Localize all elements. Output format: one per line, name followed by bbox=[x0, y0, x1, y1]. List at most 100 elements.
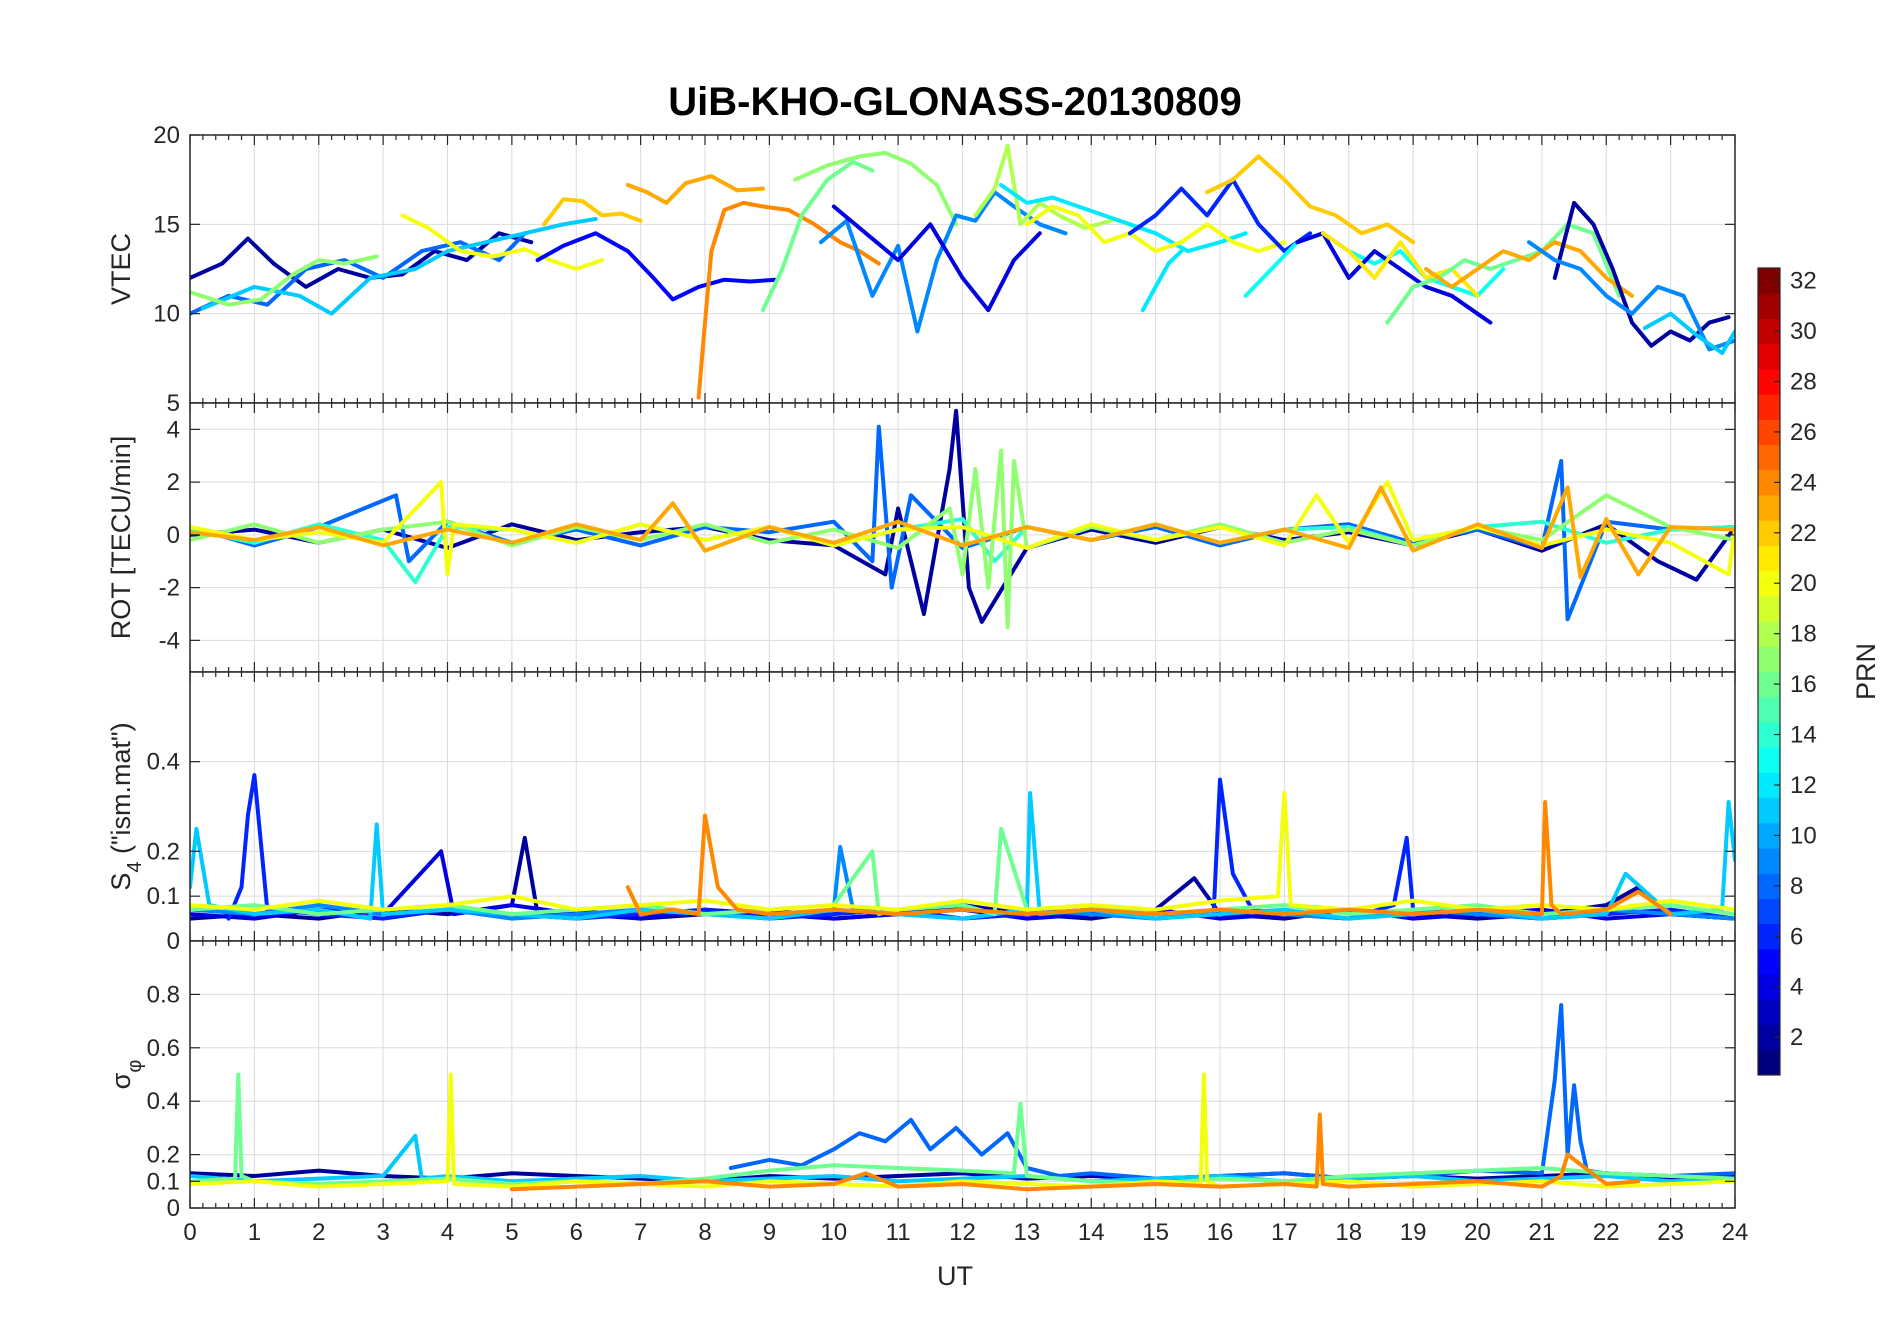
y-axis-label: S4 ("ism.mat") bbox=[106, 722, 146, 890]
x-tick-label: 7 bbox=[634, 1219, 647, 1246]
colorbar-segment bbox=[1758, 368, 1780, 395]
colorbar-segment bbox=[1758, 545, 1780, 572]
series-line-prn-13 bbox=[1243, 231, 1506, 298]
colorbar-segment bbox=[1758, 570, 1780, 597]
y-axis-label: VTEC bbox=[106, 233, 136, 305]
colorbar-tick-label: 6 bbox=[1790, 923, 1803, 950]
colorbar-segment bbox=[1758, 444, 1780, 471]
x-tick-label: 3 bbox=[376, 1219, 389, 1246]
y-tick-label: 0.4 bbox=[147, 1088, 180, 1115]
series-line-prn-20 bbox=[190, 791, 1735, 912]
x-tick-label: 4 bbox=[441, 1219, 454, 1246]
series-line-prn-12 bbox=[999, 183, 1248, 254]
colorbar-segment bbox=[1758, 772, 1780, 799]
x-ticks bbox=[189, 403, 1736, 672]
colorbar-segment bbox=[1758, 898, 1780, 925]
x-ticks bbox=[189, 672, 1736, 941]
series-line-prn-4 bbox=[831, 204, 1042, 313]
colorbar-segment bbox=[1758, 999, 1780, 1026]
y-tick-label: 0.2 bbox=[147, 1142, 180, 1169]
series-line-prn-23 bbox=[1424, 240, 1634, 298]
series-line-prn-16 bbox=[190, 1072, 1735, 1186]
chart-title: UiB-KHO-GLONASS-20130809 bbox=[668, 80, 1242, 124]
x-tick-label: 22 bbox=[1593, 1219, 1620, 1246]
colorbar-tick-label: 26 bbox=[1790, 419, 1817, 446]
series-line-prn-11 bbox=[190, 1133, 1735, 1184]
colorbar-segment bbox=[1758, 948, 1780, 975]
series-group bbox=[190, 408, 1735, 630]
x-ticks bbox=[189, 941, 1736, 1208]
series-line-prn-17 bbox=[793, 150, 959, 227]
colorbar-segment bbox=[1758, 873, 1780, 899]
series-line-prn-17 bbox=[190, 448, 1735, 630]
series-group bbox=[190, 1003, 1735, 1192]
series-line-prn-4 bbox=[1295, 231, 1493, 325]
colorbar-segment bbox=[1758, 595, 1780, 622]
series-line-prn-16 bbox=[1385, 222, 1622, 325]
x-tick-label: 5 bbox=[505, 1219, 518, 1246]
x-ticks bbox=[189, 135, 1736, 403]
colorbar-segment bbox=[1758, 318, 1780, 345]
colorbar-tick-label: 28 bbox=[1790, 368, 1817, 395]
colorbar-tick-label: 24 bbox=[1790, 469, 1817, 496]
series-line-prn-6 bbox=[1127, 177, 1313, 254]
series-line-prn-11 bbox=[1642, 311, 1735, 355]
panel-3: 0 0.1 0.2 0.4S4 ("ism.mat") bbox=[106, 671, 1736, 955]
y-tick-label: -2 bbox=[159, 575, 180, 602]
x-tick-label: 18 bbox=[1335, 1219, 1362, 1246]
colorbar-tick-label: 32 bbox=[1790, 268, 1817, 295]
panel-2: -4 -2 0 2 4 ROT [TECU/min] bbox=[106, 402, 1736, 673]
series-line-prn-9 bbox=[1527, 240, 1735, 352]
colorbar-segment bbox=[1758, 721, 1780, 748]
colorbar-segment bbox=[1758, 822, 1780, 849]
x-tick-label: 14 bbox=[1078, 1219, 1105, 1246]
y-tick-label: -4 bbox=[159, 627, 180, 654]
series-line-prn-24 bbox=[625, 800, 1673, 917]
colorbar-tick-label: 20 bbox=[1790, 570, 1817, 597]
x-tick-label: 1 bbox=[248, 1219, 261, 1246]
x-tick-label: 2 bbox=[312, 1219, 325, 1246]
series-line-prn-16 bbox=[760, 159, 875, 313]
y-tick-label: 0 bbox=[167, 928, 180, 955]
colorbar-segment bbox=[1758, 848, 1780, 874]
colorbar-segment bbox=[1758, 419, 1780, 446]
colorbar-tick-label: 22 bbox=[1790, 520, 1817, 547]
colorbar-tick-label: 4 bbox=[1790, 974, 1803, 1001]
colorbar-segment bbox=[1758, 520, 1780, 546]
x-tick-label: 17 bbox=[1271, 1219, 1298, 1246]
series-line-prn-18 bbox=[973, 143, 1113, 230]
series-line-prn-16 bbox=[190, 826, 1735, 917]
x-tick-label: 13 bbox=[1014, 1219, 1041, 1246]
series-line-prn-23 bbox=[625, 174, 765, 205]
series-line-prn-24 bbox=[696, 200, 881, 400]
colorbar-segment bbox=[1758, 696, 1780, 723]
colorbar-segment bbox=[1758, 1049, 1780, 1076]
colorbar-segment bbox=[1758, 343, 1780, 370]
colorbar-segment bbox=[1758, 268, 1780, 294]
x-tick-label: 6 bbox=[570, 1219, 583, 1246]
colorbar-segment bbox=[1758, 974, 1780, 1000]
x-tick-label: 11 bbox=[886, 1219, 911, 1246]
colorbar-tick-label: 18 bbox=[1790, 621, 1817, 648]
x-tick-label: 8 bbox=[698, 1219, 711, 1246]
y-tick-label: 2 bbox=[167, 469, 180, 496]
y-tick-label: 20 bbox=[153, 122, 180, 149]
y-tick-label: 0 bbox=[167, 522, 180, 549]
x-tick-label: 16 bbox=[1207, 1219, 1234, 1246]
y-tick-label: 0.1 bbox=[147, 883, 180, 910]
colorbar-tick-label: 12 bbox=[1790, 772, 1817, 799]
colorbar-segment bbox=[1758, 469, 1780, 496]
series-line-prn-17 bbox=[190, 254, 379, 307]
y-axis-label: σφ bbox=[106, 1060, 146, 1090]
y-tick-label: 0.8 bbox=[147, 981, 180, 1008]
series-line-prn-20 bbox=[190, 1072, 1735, 1189]
y-tick-label: 4 bbox=[167, 416, 180, 443]
colorbar-segment bbox=[1758, 494, 1780, 521]
colorbar-segment bbox=[1758, 621, 1780, 647]
colorbar-segment bbox=[1758, 747, 1780, 773]
x-tick-label: 19 bbox=[1400, 1219, 1427, 1246]
panel-1: 5 10 15 20 VTEC bbox=[106, 122, 1736, 417]
y-tick-label: 0 bbox=[167, 1195, 180, 1222]
series-group bbox=[190, 143, 1735, 400]
